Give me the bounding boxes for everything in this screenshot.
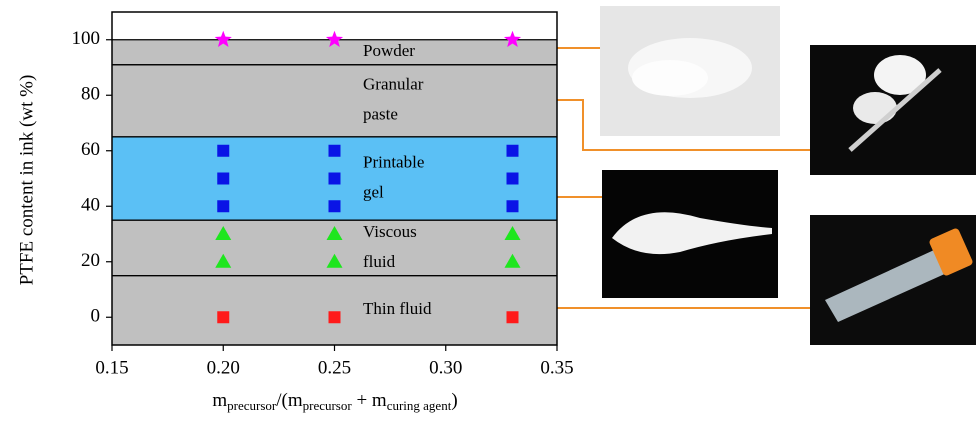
y-tick-label: 20 [81,250,100,271]
square-marker [217,200,229,212]
x-axis-title-part: m [212,390,227,411]
square-marker [329,311,341,323]
x-axis-title-part: /(m [276,390,303,411]
x-tick-label: 0.20 [207,357,240,378]
y-tick-label: 100 [72,28,101,49]
x-axis-title-part: + m [352,390,387,411]
x-axis-title-part: ) [451,390,457,411]
x-axis-title-part: precursor [303,398,353,413]
square-marker [329,145,341,157]
region-label: Printable [363,152,424,171]
x-tick-label: 0.30 [429,357,462,378]
square-marker [329,173,341,185]
region [112,276,557,345]
x-tick-label: 0.15 [95,357,128,378]
x-tick-label: 0.35 [540,357,573,378]
y-tick-label: 0 [91,306,101,327]
square-marker [217,173,229,185]
region-label: Thin fluid [363,299,432,318]
square-marker [217,311,229,323]
x-axis-title-part: precursor [227,398,277,413]
region-label: fluid [363,252,396,271]
square-marker [507,173,519,185]
square-marker [507,145,519,157]
y-axis-title: PTFE content in ink (wt %) [16,75,37,286]
photo-granular-paste [810,45,976,175]
x-tick-label: 0.25 [318,357,351,378]
square-marker [217,145,229,157]
square-marker [507,311,519,323]
y-tick-label: 40 [81,195,100,216]
region [112,65,557,137]
photo-printable-gel [602,170,778,298]
region-label: gel [363,182,384,201]
photo-thin-fluid [810,215,976,345]
photo-powder [600,6,780,136]
region-label: Viscous [363,222,417,241]
square-marker [507,200,519,212]
square-marker [329,200,341,212]
figure: PTFE content in ink (wt %) mprecursor/(m… [0,0,976,421]
region-label: paste [363,105,398,124]
x-axis-title: mprecursor/(mprecursor + mcuring agent) [212,390,457,413]
region-label: Powder [363,41,415,60]
region-label: Granular [363,75,424,94]
x-axis-title-part: curing agent [387,398,452,413]
y-tick-label: 80 [81,84,100,105]
y-tick-label: 60 [81,139,100,160]
